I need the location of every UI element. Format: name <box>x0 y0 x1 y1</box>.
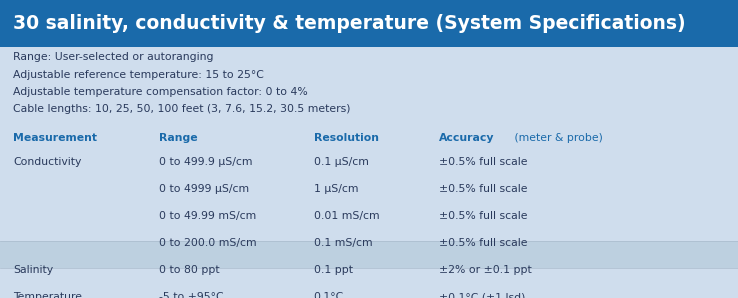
Text: 1 μS/cm: 1 μS/cm <box>314 184 358 194</box>
Text: Cable lengths: 10, 25, 50, 100 feet (3, 7.6, 15.2, 30.5 meters): Cable lengths: 10, 25, 50, 100 feet (3, … <box>13 105 351 114</box>
Bar <box>0 187 738 214</box>
Text: 0.1°C: 0.1°C <box>314 292 344 298</box>
Text: ±0.5% full scale: ±0.5% full scale <box>439 238 528 248</box>
Text: Resolution: Resolution <box>314 133 379 143</box>
Text: Salinity: Salinity <box>13 265 53 275</box>
Text: Accuracy: Accuracy <box>439 133 494 143</box>
Text: ±0.5% full scale: ±0.5% full scale <box>439 211 528 221</box>
Text: ±0.1°C (±1 lsd): ±0.1°C (±1 lsd) <box>439 292 525 298</box>
Text: 0 to 499.9 μS/cm: 0 to 499.9 μS/cm <box>159 157 252 167</box>
Text: Range: User-selected or autoranging: Range: User-selected or autoranging <box>13 52 213 62</box>
Text: -5 to +95°C: -5 to +95°C <box>159 292 224 298</box>
Text: 30 salinity, conductivity & temperature (System Specifications): 30 salinity, conductivity & temperature … <box>13 14 686 33</box>
Text: Adjustable temperature compensation factor: 0 to 4%: Adjustable temperature compensation fact… <box>13 87 308 97</box>
Bar <box>0 160 738 187</box>
Text: ±2% or ±0.1 ppt: ±2% or ±0.1 ppt <box>439 265 532 275</box>
Text: ±0.5% full scale: ±0.5% full scale <box>439 157 528 167</box>
Bar <box>0 268 738 295</box>
Text: Conductivity: Conductivity <box>13 157 82 167</box>
Text: 0.1 ppt: 0.1 ppt <box>314 265 353 275</box>
Bar <box>0 124 738 151</box>
Text: Measurement: Measurement <box>13 133 97 143</box>
Text: Adjustable reference temperature: 15 to 25°C: Adjustable reference temperature: 15 to … <box>13 69 264 80</box>
Text: Temperature: Temperature <box>13 292 82 298</box>
Text: 0 to 80 ppt: 0 to 80 ppt <box>159 265 219 275</box>
Text: 0 to 49.99 mS/cm: 0 to 49.99 mS/cm <box>159 211 256 221</box>
Bar <box>0 0 738 47</box>
Text: Range: Range <box>159 133 197 143</box>
Text: 0.1 mS/cm: 0.1 mS/cm <box>314 238 372 248</box>
Text: 0.1 μS/cm: 0.1 μS/cm <box>314 157 368 167</box>
Text: (meter & probe): (meter & probe) <box>511 133 603 143</box>
Bar <box>0 241 738 268</box>
Bar <box>0 214 738 241</box>
Text: ±0.5% full scale: ±0.5% full scale <box>439 184 528 194</box>
Text: 0 to 4999 μS/cm: 0 to 4999 μS/cm <box>159 184 249 194</box>
Text: 0 to 200.0 mS/cm: 0 to 200.0 mS/cm <box>159 238 256 248</box>
Bar <box>0 133 738 160</box>
Text: 0.01 mS/cm: 0.01 mS/cm <box>314 211 379 221</box>
